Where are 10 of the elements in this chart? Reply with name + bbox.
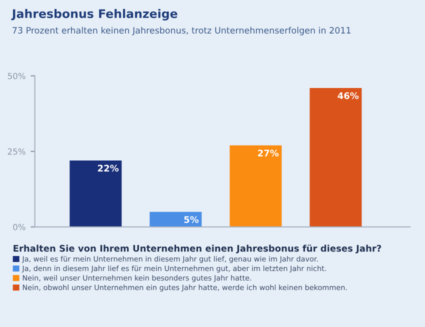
data-label: 27% xyxy=(258,150,279,157)
chart-title: Jahresbonus Fehlanzeige xyxy=(11,8,178,20)
data-label: 46% xyxy=(338,92,359,100)
y-tick-label: 0% xyxy=(13,224,26,230)
y-tick-label: 50% xyxy=(8,72,26,80)
chart-subtitle: 73 Prozent erhalten keinen Jahresbonus, trotz Unternehmenserfolgen in 2011 xyxy=(12,26,351,36)
data-label: 5% xyxy=(184,216,199,223)
data-label: 22% xyxy=(98,164,119,172)
legend-title: Erhalten Sie von Ihrem Unternehmen einen Jahresbonus für dieses Jahr? xyxy=(14,244,382,254)
y-tick-label: 25% xyxy=(8,148,26,155)
